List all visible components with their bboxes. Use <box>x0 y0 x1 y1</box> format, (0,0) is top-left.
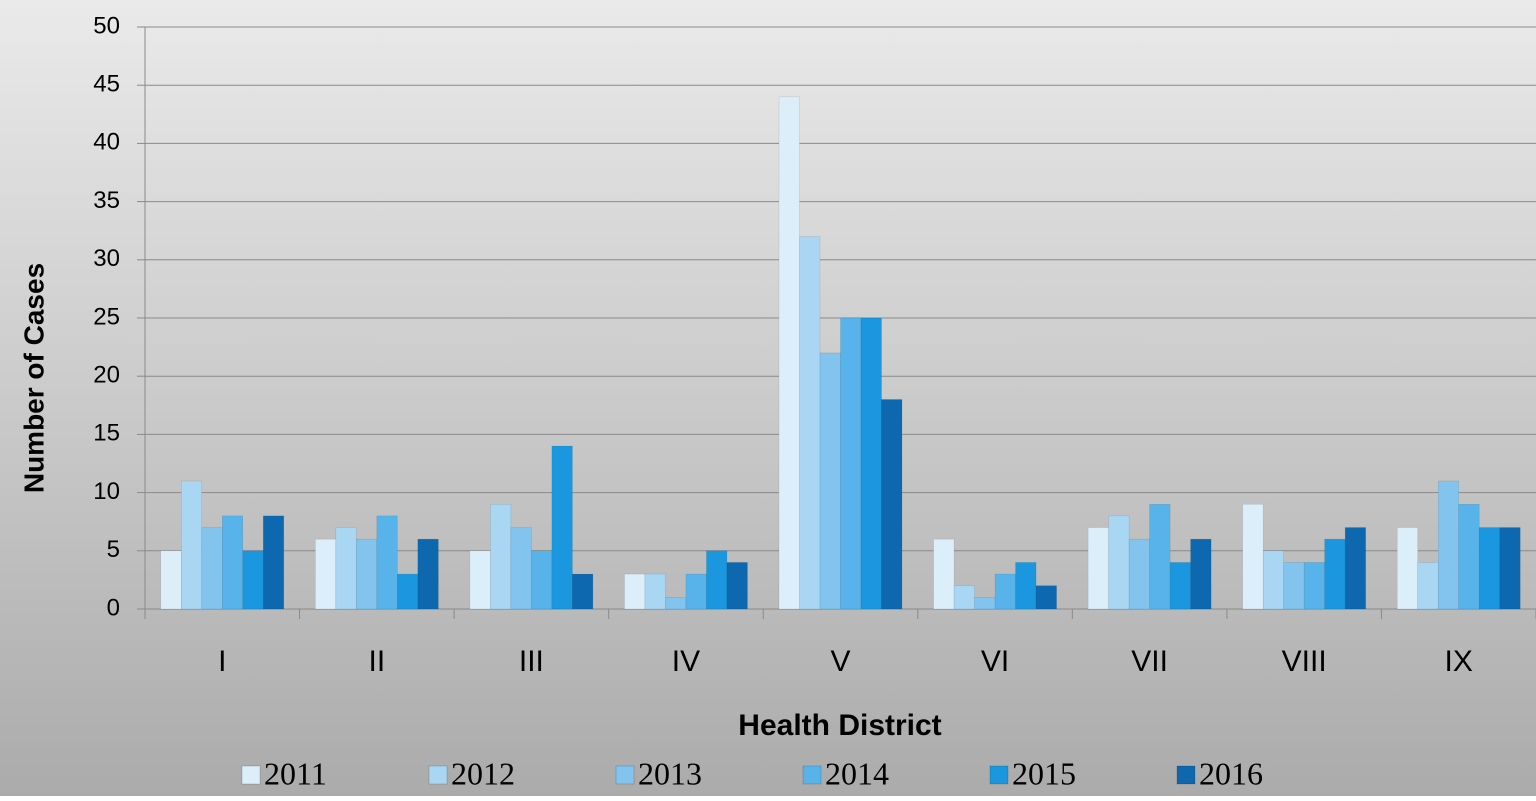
bar <box>160 550 182 610</box>
y-tick-label: 25 <box>93 303 120 330</box>
bar <box>953 585 975 610</box>
bar <box>397 573 419 610</box>
legend-label: 2015 <box>1012 755 1076 791</box>
x-tick-label: VII <box>1131 645 1168 678</box>
bar <box>706 550 728 610</box>
bar <box>1478 527 1500 610</box>
bar <box>1015 562 1037 610</box>
bar <box>819 352 841 610</box>
x-tick-label: IV <box>672 645 700 678</box>
bar <box>1035 585 1057 610</box>
legend-swatch <box>241 765 261 785</box>
x-axis-title: Health District <box>738 709 941 742</box>
x-tick-label: VI <box>981 645 1009 678</box>
bar <box>376 515 398 610</box>
y-tick-label: 45 <box>93 71 120 98</box>
bar <box>624 573 646 610</box>
bar <box>1437 480 1459 610</box>
bar <box>1499 527 1521 610</box>
bar <box>201 527 223 610</box>
bar <box>417 538 439 610</box>
bar <box>572 573 594 610</box>
bar <box>799 236 821 610</box>
bar <box>469 550 491 610</box>
x-tick-label: III <box>519 645 544 678</box>
bar <box>356 538 378 610</box>
bar <box>242 550 264 610</box>
y-tick-label: 0 <box>107 594 120 621</box>
bar <box>881 399 903 610</box>
x-tick-label: I <box>218 645 226 678</box>
bar <box>1149 503 1171 610</box>
bar <box>933 538 955 610</box>
x-tick-label: II <box>368 645 385 678</box>
x-tick-label: VIII <box>1282 645 1327 678</box>
y-axis-title: Number of Cases <box>18 263 49 493</box>
bar <box>1344 527 1366 610</box>
bar <box>1242 503 1264 610</box>
legend-label: 2013 <box>638 755 702 791</box>
y-tick-label: 30 <box>93 245 120 272</box>
bar <box>510 527 532 610</box>
y-tick-label: 5 <box>107 536 120 563</box>
bar <box>840 317 862 610</box>
bar <box>335 527 357 610</box>
bar <box>1262 550 1284 610</box>
y-tick-label: 35 <box>93 187 120 214</box>
bar <box>974 597 996 610</box>
bar <box>531 550 553 610</box>
bar <box>778 96 800 610</box>
bar <box>1303 562 1325 610</box>
bar <box>644 573 666 610</box>
bar <box>1108 515 1130 610</box>
y-tick-label: 15 <box>93 420 120 447</box>
legend-swatch <box>802 765 822 785</box>
bar <box>1128 538 1150 610</box>
bar <box>1283 562 1305 610</box>
bar <box>263 515 285 610</box>
bar <box>860 317 882 610</box>
y-tick-label: 20 <box>93 362 120 389</box>
y-tick-label: 50 <box>93 12 120 39</box>
bar <box>315 538 337 610</box>
bar <box>1190 538 1212 610</box>
legend-label: 2016 <box>1199 755 1263 791</box>
legend-swatch <box>1176 765 1196 785</box>
bar <box>1417 562 1439 610</box>
bar <box>1087 527 1109 610</box>
legend-label: 2011 <box>264 755 327 791</box>
bar <box>726 562 748 610</box>
legend-swatch <box>615 765 635 785</box>
bar <box>994 573 1016 610</box>
bar <box>1396 527 1418 610</box>
bar <box>1458 503 1480 610</box>
bar <box>1169 562 1191 610</box>
legend-label: 2012 <box>451 755 515 791</box>
bar <box>1324 538 1346 610</box>
y-tick-label: 10 <box>93 478 120 505</box>
legend-swatch <box>989 765 1009 785</box>
bar <box>685 573 707 610</box>
x-tick-label: IX <box>1445 645 1473 678</box>
legend-label: 2014 <box>825 755 889 791</box>
bar <box>222 515 244 610</box>
legend-swatch <box>428 765 448 785</box>
x-tick-label: V <box>830 645 850 678</box>
bar <box>665 597 687 610</box>
bar <box>181 480 203 610</box>
bar <box>551 445 573 610</box>
y-tick-label: 40 <box>93 129 120 156</box>
bar <box>490 503 512 610</box>
